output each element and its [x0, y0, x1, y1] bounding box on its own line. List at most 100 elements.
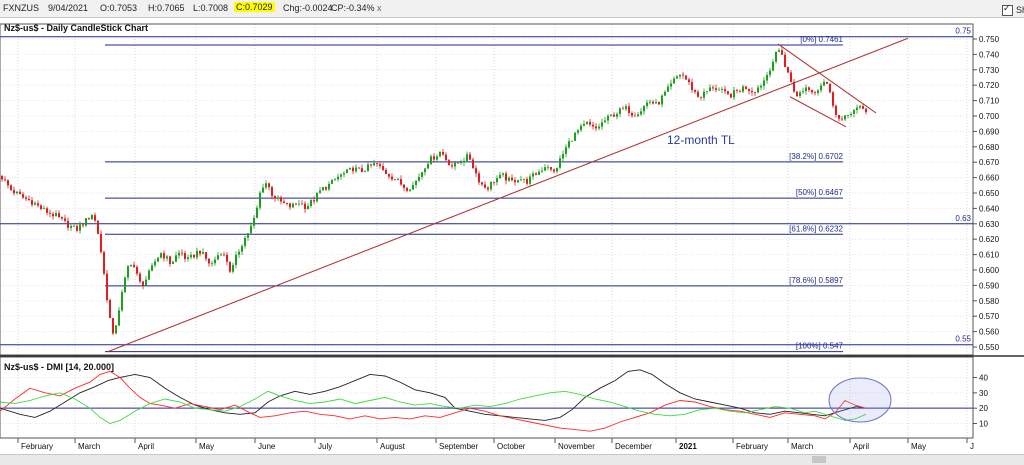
candle-body	[127, 266, 129, 278]
candle-body	[181, 252, 183, 254]
show-last-checkbox[interactable]	[1002, 3, 1013, 17]
candle-body	[361, 168, 363, 172]
candle-body	[517, 180, 519, 183]
y-tick-label: 0.570	[979, 312, 1000, 321]
candle-body	[337, 176, 339, 180]
candle-body	[859, 106, 861, 108]
candle-body	[346, 169, 348, 174]
main-panel-frame	[0, 23, 974, 356]
time-scrollbar[interactable]	[0, 454, 1024, 465]
candle-body	[616, 113, 618, 117]
candle-body	[355, 167, 357, 172]
candle-body	[499, 174, 501, 179]
candle-body	[715, 88, 717, 90]
candle-body	[541, 170, 543, 172]
candle-body	[241, 246, 243, 252]
show-last-label: Show Last	[1016, 5, 1024, 15]
candle-body	[79, 224, 81, 231]
candle-body	[286, 203, 288, 204]
candle-body	[349, 167, 351, 170]
candle-body	[4, 179, 6, 181]
channel-upper-line	[777, 43, 877, 114]
candle-body	[664, 91, 666, 96]
candle-body	[712, 87, 714, 89]
candle-body	[751, 90, 753, 93]
candle-body	[244, 237, 246, 247]
candle-body	[340, 174, 342, 177]
candle-body	[571, 140, 573, 142]
x-tick-label: April	[853, 442, 869, 451]
candle-body	[424, 168, 426, 173]
candle-body	[106, 273, 108, 301]
candle-body	[394, 179, 396, 181]
y-tick-label: 0.700	[979, 112, 1000, 121]
date-label: 9/04/2021	[48, 3, 89, 13]
candle-body	[280, 197, 282, 202]
candle-body	[454, 162, 456, 167]
fib-level-label: [0%] 0.7461	[800, 35, 843, 44]
candle-body	[853, 110, 855, 114]
candle-body	[502, 173, 504, 175]
candle-body	[115, 325, 117, 334]
candle-body	[691, 82, 693, 90]
candle-body	[145, 279, 147, 286]
candle-body	[157, 257, 159, 262]
candle-body	[769, 70, 771, 75]
candle-body	[577, 130, 579, 133]
candle-body	[217, 255, 219, 260]
candle-body	[13, 190, 15, 194]
candle-body	[187, 257, 189, 260]
candle-body	[487, 187, 489, 190]
scrollbar-thumb[interactable]	[812, 456, 826, 463]
candle-body	[856, 107, 858, 111]
candle-body	[814, 92, 816, 94]
candle-body	[655, 101, 657, 104]
close-button[interactable]: x	[377, 3, 382, 13]
x-tick-label: May	[911, 442, 926, 451]
x-tick-label: December	[615, 442, 652, 451]
x-tick-label: March	[791, 442, 813, 451]
candle-body	[832, 92, 834, 106]
candle-body	[211, 263, 213, 265]
candle-body	[433, 156, 435, 160]
x-axis: February March April May June July August Septe…	[17, 438, 974, 451]
candle-body	[457, 162, 459, 164]
y-tick-label: 0.740	[979, 50, 1000, 59]
fib-level-label: [50%] 0.6467	[796, 188, 844, 197]
candle-body	[631, 112, 633, 116]
y-tick-label: 10	[979, 420, 988, 429]
dmi-y-axis: 40 30 20 10	[973, 374, 988, 429]
candle-body	[409, 189, 411, 191]
candle-body	[739, 90, 741, 92]
candle-body	[334, 179, 336, 181]
candle-body	[505, 173, 507, 181]
candle-body	[844, 115, 846, 120]
candle-body	[484, 184, 486, 188]
show-last-toggle[interactable]: Show Last	[1002, 2, 1024, 17]
candle-body	[133, 264, 135, 267]
candle-body	[202, 252, 204, 254]
candle-body	[16, 191, 18, 194]
candle-body	[25, 197, 27, 199]
candle-body	[460, 162, 462, 164]
candle-body	[91, 215, 93, 220]
candle-body	[214, 259, 216, 264]
candle-body	[256, 207, 258, 218]
candle-body	[235, 254, 237, 265]
candle-body	[268, 183, 270, 188]
candle-body	[253, 217, 255, 226]
candle-body	[748, 89, 750, 91]
candle-body	[43, 208, 45, 210]
low-value: L:0.7008	[193, 3, 229, 13]
candle-body	[238, 251, 240, 255]
candle-body	[778, 50, 780, 52]
candle-body	[526, 179, 528, 184]
candle-body	[19, 191, 21, 195]
candle-body	[130, 264, 132, 267]
horizontal-level-label: 0.63	[955, 214, 971, 223]
candle-body	[247, 233, 249, 238]
candle-body	[160, 253, 162, 258]
candle-body	[787, 67, 789, 73]
candle-body	[478, 173, 480, 183]
candle-body	[301, 203, 303, 205]
